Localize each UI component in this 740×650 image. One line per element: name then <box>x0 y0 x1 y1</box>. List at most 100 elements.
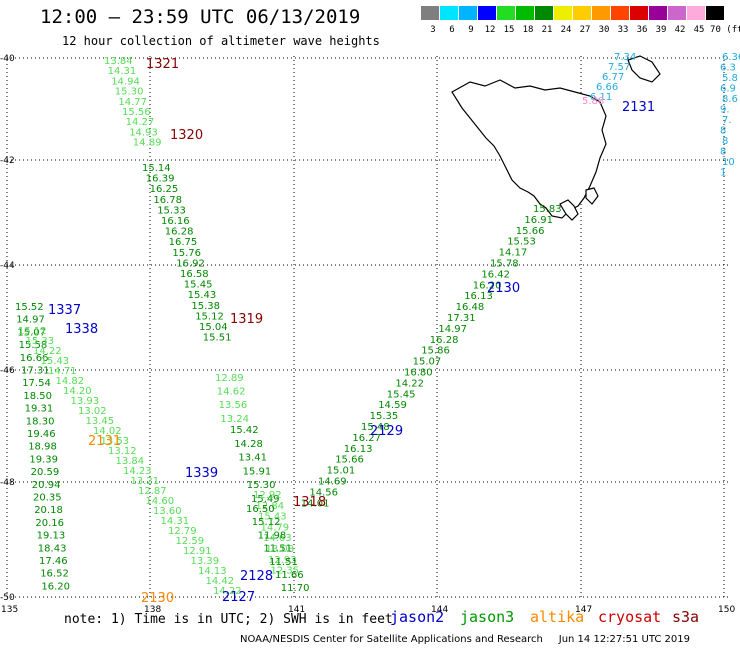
colorbar-label: 6 <box>449 25 455 35</box>
wave-height-value: 14.89 <box>133 138 162 149</box>
track-number-label: 2129 <box>370 424 403 439</box>
colorbar-label: 18 <box>522 25 534 35</box>
wave-height-value: 13.84 <box>104 56 133 67</box>
colorbar-label: 27 <box>579 25 591 35</box>
wave-height-value: 16.92 <box>176 258 205 269</box>
track-number-label: 1321 <box>146 57 179 72</box>
wave-height-value: 7.34 <box>614 52 636 63</box>
colorbar-swatch <box>440 6 458 20</box>
wave-height-value: 15.04 <box>199 322 228 333</box>
wave-height-value: 12.84 <box>256 501 285 512</box>
wave-height-value: 15.83 <box>533 204 562 215</box>
legend-item-jason2: jason2 <box>390 608 445 626</box>
wave-height-value: 12.89 <box>215 373 244 384</box>
wave-height-value: 8 <box>720 126 726 137</box>
track-number-label: 2130 <box>487 281 520 296</box>
colorbar-label: 33 <box>617 25 629 35</box>
wave-height-value: 15.66 <box>335 455 364 466</box>
wave-height-value: 11.51 <box>263 544 292 555</box>
wave-height-value: 7.57 <box>608 62 630 73</box>
wave-height-value: 15.49 <box>251 494 280 505</box>
colorbar-swatch <box>459 6 477 20</box>
wave-height-value: 14.02 <box>93 426 122 437</box>
track-number-label: 2128 <box>240 569 273 584</box>
bruny-island <box>559 199 579 221</box>
wave-height-value: 18.43 <box>38 543 67 554</box>
wave-height-value: 14.42 <box>206 576 235 587</box>
wave-height-value: 16.28 <box>165 227 194 238</box>
legend-item-cryosat: cryosat <box>598 608 662 626</box>
track-number-label: 2127 <box>222 590 255 605</box>
wave-height-value: 18.30 <box>26 416 55 427</box>
latitude-tick-label: -48 <box>0 478 15 488</box>
colorbar-label: 70 (ft) <box>710 25 740 35</box>
wave-height-value: 16.75 <box>169 237 198 248</box>
wave-height-value: 14.31 <box>108 66 137 77</box>
wave-height-value: 13.24 <box>220 414 249 425</box>
wave-height-value: 16.16 <box>161 216 190 227</box>
wave-height-value: 14.71 <box>48 366 77 377</box>
wave-height-value: 15.56 <box>122 107 151 118</box>
wave-height-value: 16.13 <box>464 291 493 302</box>
wave-height-value: 13.41 <box>238 453 267 464</box>
wave-height-value: 18.98 <box>28 442 57 453</box>
wave-height-value: 6.11 <box>590 92 612 103</box>
wave-height-value: 14.82 <box>56 376 85 387</box>
longitude-tick-label: 147 <box>575 605 592 615</box>
wave-height-value: 14.60 <box>146 496 175 507</box>
wave-height-value: 12.93 <box>268 555 297 566</box>
track-number-label: 2131 <box>88 434 121 449</box>
wave-height-value: 6.36 <box>722 52 740 63</box>
wave-height-value: 14.97 <box>16 315 45 326</box>
wave-height-value: 15.45 <box>184 280 213 291</box>
colorbar-label: 45 <box>693 25 705 35</box>
track-labels: 1321 1320 1319 1318 1337 1338 1339 2131 2130 2131… <box>48 57 655 606</box>
track-number-label: 1339 <box>185 466 218 481</box>
wave-height-value: 16.66 <box>20 353 49 364</box>
wave-height-value: 15.43 <box>258 512 287 523</box>
wave-height-value: 14.17 <box>499 248 528 259</box>
wave-height-value: 13.84 <box>116 456 145 467</box>
wave-height-value: 15.30 <box>247 480 276 491</box>
longitude-tick-label: 135 <box>1 605 18 615</box>
colorbar-label: 39 <box>655 25 667 35</box>
longitude-tick-label: 138 <box>144 605 161 615</box>
wave-height-value: 6.3 <box>720 63 736 74</box>
wave-height-value: 15.42 <box>230 425 259 436</box>
longitude-tick-label: 141 <box>288 605 305 615</box>
wave-height-value: 12.91 <box>183 546 212 557</box>
wave-height-value: 15.78 <box>490 259 519 270</box>
wave-height-value: 15.91 <box>243 466 272 477</box>
wave-height-value: 16.48 <box>456 302 485 313</box>
wave-height-value: 15.30 <box>115 87 144 98</box>
track-number-label: 1318 <box>293 495 326 510</box>
colorbar-swatch <box>592 6 610 20</box>
wave-height-value: 16.13 <box>344 444 373 455</box>
wave-height-value: 15.01 <box>327 466 356 477</box>
wave-height-value: 15.45 <box>387 389 416 400</box>
colorbar-swatch <box>668 6 686 20</box>
wave-height-value: 6.66 <box>596 82 618 93</box>
wave-height-value: 12.59 <box>176 536 205 547</box>
latitude-tick-label: -42 <box>0 156 15 166</box>
track-number-label: 1319 <box>230 312 263 327</box>
track-number-label: 1338 <box>65 322 98 337</box>
track-number-label: 2131 <box>622 100 655 115</box>
wave-height-value: 17.31 <box>21 366 50 377</box>
wave-height-value: 12.35 <box>271 566 300 577</box>
colorbar-label: 36 <box>636 25 648 35</box>
wave-height-value: 14.77 <box>118 97 147 108</box>
wave-height-value: 15.38 <box>191 301 220 312</box>
wave-height-value: 15.14 <box>142 163 171 174</box>
wave-height-value: 14.31 <box>161 516 190 527</box>
longitude-tick-label: 150 <box>718 605 735 615</box>
wave-height-value: 15.12 <box>18 326 47 337</box>
wave-height-value: 14.97 <box>438 324 467 335</box>
colorbar-swatch <box>611 6 629 20</box>
wave-height-value: 20.59 <box>31 467 60 478</box>
wave-height-value: 16.58 <box>180 269 209 280</box>
wave-height-value: 15.58 <box>19 340 48 351</box>
wave-height-value: 13.12 <box>108 446 137 457</box>
wave-height-value: 15.33 <box>26 336 55 347</box>
